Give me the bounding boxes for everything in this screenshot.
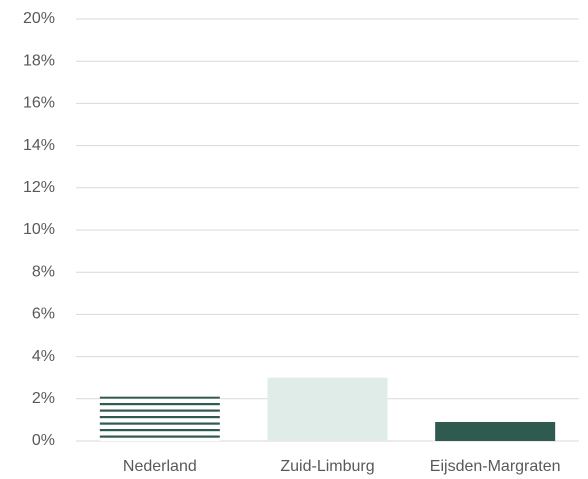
- y-tick-label: 20%: [23, 10, 55, 27]
- bar: [435, 422, 556, 441]
- y-tick-label: 6%: [32, 306, 55, 323]
- y-tick-label: 18%: [23, 52, 55, 69]
- x-tick-label: Zuid-Limburg: [280, 458, 374, 475]
- y-tick-label: 10%: [23, 221, 55, 238]
- bar: [99, 396, 220, 441]
- y-tick-label: 12%: [23, 179, 55, 196]
- x-tick-label: Eijsden-Margraten: [430, 458, 561, 475]
- bar: [267, 377, 388, 441]
- y-tick-label: 8%: [32, 263, 55, 280]
- y-tick-label: 14%: [23, 137, 55, 154]
- y-tick-label: 16%: [23, 95, 55, 112]
- y-tick-label: 4%: [32, 348, 55, 365]
- y-tick-label: 2%: [32, 390, 55, 407]
- x-tick-label: Nederland: [123, 458, 197, 475]
- y-tick-label: 0%: [32, 432, 55, 449]
